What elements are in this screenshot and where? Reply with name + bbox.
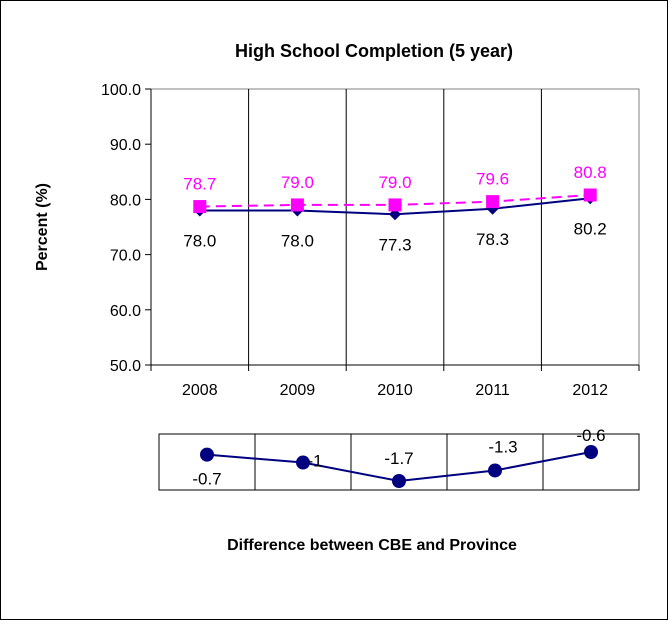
y-tick-label: 100.0: [101, 82, 141, 99]
square-marker: [388, 198, 402, 212]
data-label: 79.6: [476, 170, 509, 189]
difference-data-label: -0.7: [192, 470, 221, 489]
difference-data-label: -1.3: [488, 437, 517, 456]
x-tick-label: 2011: [475, 382, 510, 399]
circle-marker: [200, 447, 214, 462]
main-plot-area: 50.0 60.0 70.0 80.0 90.0 100.0 2008 2009 2010 201…: [101, 82, 640, 399]
plot-border: [150, 88, 640, 366]
square-marker: [486, 195, 500, 209]
circle-marker: [584, 445, 598, 459]
y-axis-label: Percent (%): [34, 183, 51, 271]
square-marker: [583, 188, 597, 202]
circle-marker: [392, 474, 406, 488]
square-marker: [290, 198, 304, 212]
x-tick-label: 2009: [280, 382, 316, 399]
circle-marker: [296, 455, 310, 470]
y-tick-label: 60.0: [110, 303, 141, 320]
difference-data-label: -1: [307, 452, 322, 471]
x-tick-label: 2012: [572, 382, 608, 399]
data-label: 78.0: [281, 231, 314, 250]
difference-chart-title: Difference between CBE and Province: [227, 537, 517, 554]
data-label: 78.0: [183, 231, 216, 250]
y-tick-label: 90.0: [110, 137, 141, 154]
data-label: 78.3: [476, 230, 509, 249]
x-tick-label: 2010: [377, 382, 413, 399]
circle-marker: [488, 463, 502, 478]
difference-data-label: -1.7: [384, 449, 413, 468]
y-tick-label: 70.0: [110, 248, 141, 265]
difference-plot-area: -0.7 -1 -1.7 -1.3 -0.6: [158, 426, 640, 491]
data-label: 80.8: [574, 163, 607, 182]
x-tick-label: 2008: [182, 382, 218, 399]
difference-data-label: -0.6: [576, 426, 605, 445]
y-tick-label: 80.0: [110, 192, 141, 209]
data-label: 79.0: [378, 173, 411, 192]
main-chart-title: High School Completion (5 year): [235, 41, 513, 61]
data-label: 78.7: [183, 175, 216, 194]
data-label: 79.0: [281, 173, 314, 192]
data-label: 77.3: [378, 235, 411, 254]
square-marker: [193, 200, 207, 214]
y-tick-label: 50.0: [110, 358, 141, 375]
data-label: 80.2: [574, 219, 607, 238]
